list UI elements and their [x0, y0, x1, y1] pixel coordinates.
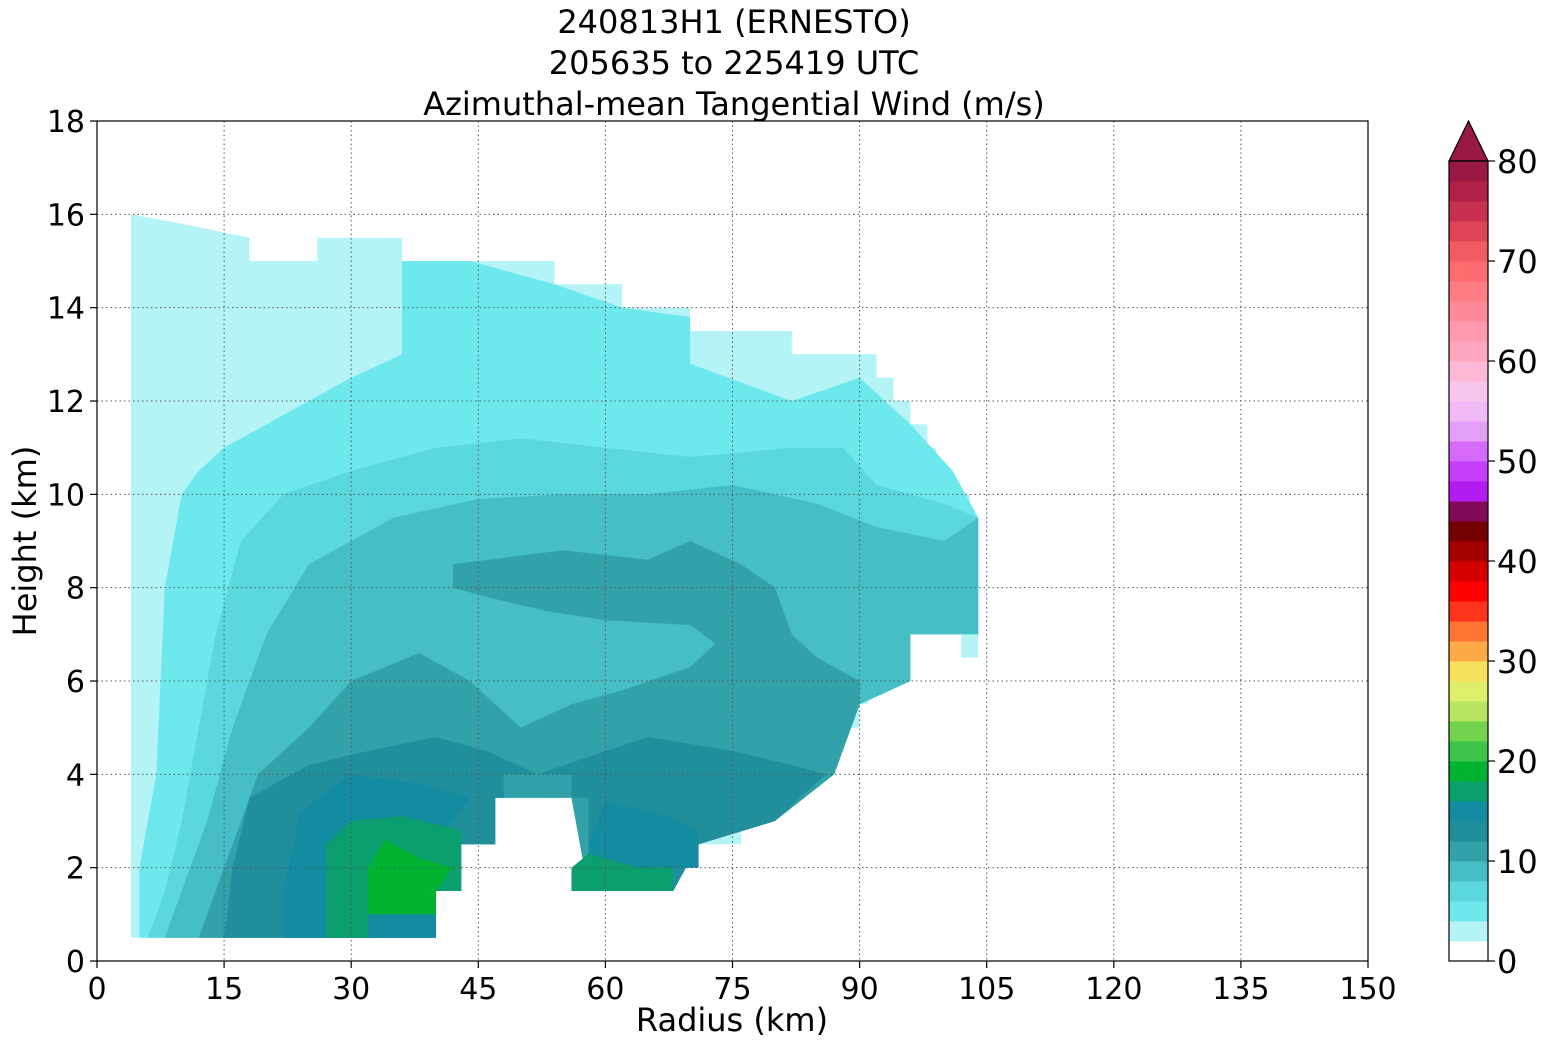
colorbar-band	[1449, 281, 1488, 302]
y-tick-label: 2	[66, 852, 85, 887]
colorbar-band	[1449, 581, 1488, 602]
y-tick-label: 4	[66, 758, 85, 793]
y-tick-label: 18	[47, 105, 85, 140]
x-tick-label: 90	[841, 972, 879, 1007]
colorbar-band	[1449, 721, 1488, 742]
colorbar-band	[1449, 821, 1488, 842]
colorbar-band	[1449, 901, 1488, 922]
colorbar-band	[1449, 521, 1488, 542]
y-tick-label: 16	[47, 198, 85, 233]
colorbar-band	[1449, 921, 1488, 942]
x-axis-label: Radius (km)	[636, 1001, 828, 1039]
colorbar-band	[1449, 761, 1488, 782]
colorbar-band	[1449, 461, 1488, 482]
plot-fill-layer	[130, 214, 979, 938]
chart-title-line-1: 240813H1 (ERNESTO)	[557, 3, 911, 41]
y-tick-label: 6	[66, 665, 85, 700]
colorbar-band	[1449, 561, 1488, 582]
colorbar-band	[1449, 261, 1488, 282]
x-tick-label: 30	[332, 972, 370, 1007]
x-tick-label: 45	[459, 972, 497, 1007]
x-tick-label: 105	[958, 972, 1015, 1007]
contour-region-16-9	[571, 853, 674, 891]
x-tick-label: 60	[586, 972, 624, 1007]
y-tick-label: 14	[47, 292, 85, 327]
colorbar-tick-label: 10	[1497, 843, 1538, 881]
colorbar-tick-label: 40	[1497, 543, 1538, 581]
colorbar-band	[1449, 481, 1488, 502]
colorbar-band	[1449, 401, 1488, 422]
y-tick-label: 10	[47, 478, 85, 513]
colorbar-band	[1449, 301, 1488, 322]
colorbar-band	[1449, 421, 1488, 442]
colorbar: 0 10 20 30 40 50 60 70 80	[1448, 119, 1538, 981]
colorbar-band	[1449, 161, 1488, 182]
colorbar-band	[1449, 381, 1488, 402]
chart-title-line-3: Azimuthal-mean Tangential Wind (m/s)	[423, 85, 1045, 123]
contour-region-18-10	[368, 839, 453, 915]
colorbar-band	[1449, 801, 1488, 822]
x-tick-label: 135	[1212, 972, 1269, 1007]
colorbar-tick-label: 60	[1497, 343, 1538, 381]
colorbar-tick-label: 50	[1497, 443, 1538, 481]
colorbar-band	[1449, 741, 1488, 762]
colorbar-band	[1449, 641, 1488, 662]
colorbar-band	[1449, 181, 1488, 202]
colorbar-band	[1449, 501, 1488, 522]
colorbar-band	[1449, 361, 1488, 382]
x-tick-label: 0	[87, 972, 106, 1007]
colorbar-tick-label: 0	[1497, 943, 1517, 981]
y-axis: 0 2 4 6 8 10 12 14 16 18	[47, 105, 97, 980]
colorbar-tick-label: 80	[1497, 143, 1538, 181]
colorbar-extend-arrow	[1448, 119, 1489, 162]
colorbar-tick-label: 20	[1497, 743, 1538, 781]
colorbar-band	[1449, 861, 1488, 882]
colorbar-band	[1449, 781, 1488, 802]
x-tick-label: 75	[713, 972, 751, 1007]
colorbar-band	[1449, 541, 1488, 562]
y-tick-label: 8	[66, 572, 85, 607]
x-tick-label: 150	[1339, 972, 1396, 1007]
x-tick-label: 15	[205, 972, 243, 1007]
colorbar-band	[1449, 321, 1488, 342]
colorbar-band	[1449, 341, 1488, 362]
x-axis: 0 15 30 45 60 75 90 105 120 135 150	[87, 961, 1397, 1007]
y-tick-label: 0	[66, 945, 85, 980]
colorbar-band	[1449, 221, 1488, 242]
colorbar-band	[1449, 941, 1488, 962]
colorbar-band	[1449, 241, 1488, 262]
colorbar-band	[1449, 201, 1488, 222]
colorbar-band	[1449, 681, 1488, 702]
colorbar-band	[1449, 841, 1488, 862]
colorbar-band	[1449, 701, 1488, 722]
grid-layer	[97, 121, 1368, 961]
colorbar-band	[1449, 661, 1488, 682]
chart-title-line-2: 205635 to 225419 UTC	[548, 44, 920, 82]
colorbar-tick-label: 30	[1497, 643, 1538, 681]
y-tick-label: 12	[47, 385, 85, 420]
colorbar-band	[1449, 601, 1488, 622]
y-axis-label: Height (km)	[6, 446, 44, 637]
colorbar-band	[1449, 441, 1488, 462]
colorbar-band	[1449, 621, 1488, 642]
colorbar-tick-label: 70	[1497, 243, 1538, 281]
x-tick-label: 120	[1085, 972, 1142, 1007]
colorbar-band	[1449, 881, 1488, 902]
